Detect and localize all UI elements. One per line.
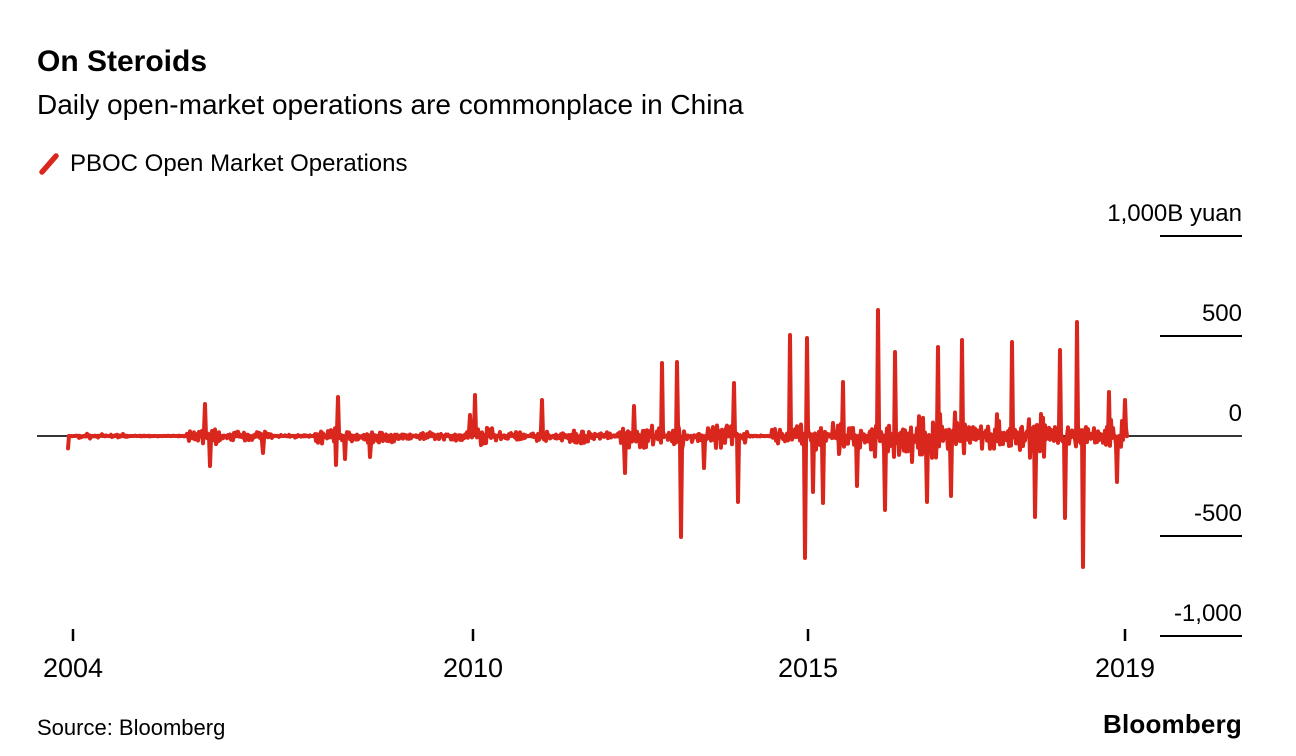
y-axis-label-0: 0 bbox=[1228, 400, 1242, 427]
y-axis-label--1000: -1,000 bbox=[1173, 600, 1242, 627]
pboc-omo-series-line bbox=[66, 308, 1129, 569]
x-axis-label-2004: 2004 bbox=[42, 653, 104, 683]
y-axis-label-500: 500 bbox=[1201, 300, 1242, 327]
chart-title: On Steroids bbox=[37, 45, 208, 78]
y-axis-label-1000: 1,000B yuan bbox=[1107, 200, 1242, 227]
x-axis-label-2010: 2010 bbox=[442, 653, 504, 683]
bloomberg-logo: Bloomberg bbox=[1102, 709, 1242, 739]
y-axis-label--500: -500 bbox=[1193, 500, 1242, 527]
legend: PBOC Open Market Operations bbox=[37, 150, 407, 178]
series-slash-icon bbox=[39, 153, 59, 175]
x-axis-label-2019: 2019 bbox=[1094, 653, 1156, 683]
x-axis-label-2015: 2015 bbox=[777, 653, 839, 683]
source-note: Source: Bloomberg bbox=[37, 715, 226, 740]
legend-series-label: PBOC Open Market Operations bbox=[70, 150, 408, 177]
chart-subtitle: Daily open-market operations are commonp… bbox=[37, 89, 744, 120]
